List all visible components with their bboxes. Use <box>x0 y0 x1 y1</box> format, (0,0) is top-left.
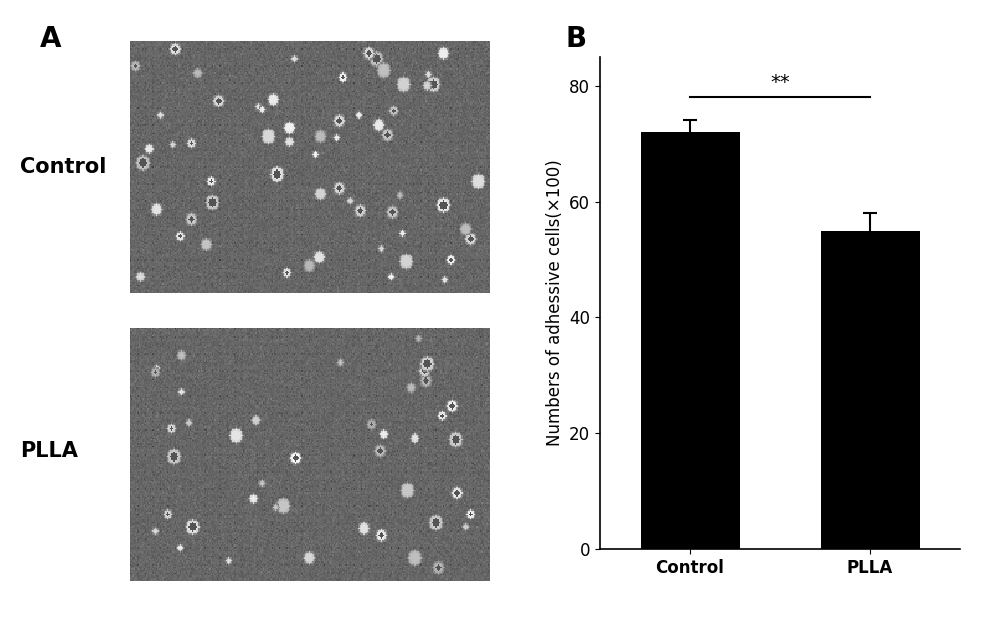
Bar <box>640 132 740 549</box>
Text: Control: Control <box>20 157 106 177</box>
Text: PLLA: PLLA <box>20 441 78 461</box>
Y-axis label: Numbers of adhessive cells(×100): Numbers of adhessive cells(×100) <box>546 160 564 446</box>
Bar <box>820 230 920 549</box>
Text: **: ** <box>770 73 790 91</box>
Text: A: A <box>40 25 62 53</box>
Text: B: B <box>565 25 586 53</box>
